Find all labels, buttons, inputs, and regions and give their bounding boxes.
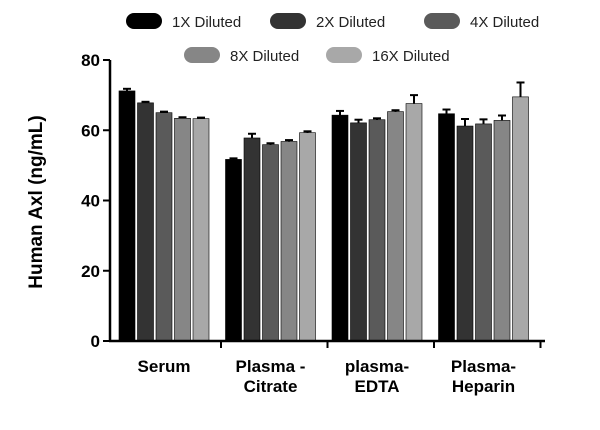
legend-swatch bbox=[184, 47, 220, 63]
legend-label: 8X Diluted bbox=[230, 48, 299, 65]
bar bbox=[456, 125, 474, 342]
legend-label: 4X Diluted bbox=[470, 14, 539, 31]
bar bbox=[350, 122, 367, 342]
y-tick-label: 20 bbox=[81, 262, 100, 281]
bar bbox=[192, 118, 210, 342]
bar bbox=[225, 159, 242, 342]
y-tick-label: 60 bbox=[81, 121, 100, 140]
category-label: Plasma - bbox=[236, 357, 306, 376]
legend: 1X Diluted 2X Diluted 4X Diluted 8X Diluted… bbox=[126, 13, 539, 65]
bar bbox=[280, 141, 298, 342]
bar bbox=[387, 111, 404, 342]
category-label: Serum bbox=[138, 357, 191, 376]
bar bbox=[243, 137, 261, 342]
bar bbox=[262, 144, 279, 342]
bar bbox=[137, 102, 154, 342]
legend-label: 1X Diluted bbox=[172, 14, 241, 31]
bar bbox=[174, 118, 191, 342]
y-tick-label: 80 bbox=[81, 51, 100, 70]
y-tick-label: 40 bbox=[81, 192, 100, 211]
legend-swatch bbox=[270, 13, 306, 29]
legend-label: 16X Diluted bbox=[372, 48, 450, 65]
bar bbox=[493, 120, 511, 342]
legend-swatch bbox=[126, 13, 162, 29]
bar bbox=[118, 90, 136, 342]
plot-area bbox=[118, 81, 529, 342]
legend-label: 2X Diluted bbox=[316, 14, 385, 31]
legend-swatch bbox=[424, 13, 460, 29]
y-tick-label: 0 bbox=[91, 332, 100, 351]
category-label: EDTA bbox=[354, 377, 399, 396]
bar bbox=[299, 132, 316, 342]
axes: Serum Plasma -Citrate plasma-EDTA Plasma-He… bbox=[81, 51, 545, 396]
bar bbox=[512, 96, 529, 342]
legend-swatch bbox=[326, 47, 362, 63]
bar bbox=[155, 112, 173, 342]
bar bbox=[438, 113, 455, 342]
bar bbox=[405, 103, 423, 342]
category-label: plasma- bbox=[345, 357, 409, 376]
category-label: Heparin bbox=[452, 377, 515, 396]
bar bbox=[475, 123, 492, 342]
bar bbox=[368, 119, 386, 342]
category-label: Citrate bbox=[244, 377, 298, 396]
y-axis-title: Human Axl (ng/mL) bbox=[26, 115, 47, 288]
category-label: Plasma- bbox=[451, 357, 516, 376]
bar bbox=[331, 114, 349, 342]
